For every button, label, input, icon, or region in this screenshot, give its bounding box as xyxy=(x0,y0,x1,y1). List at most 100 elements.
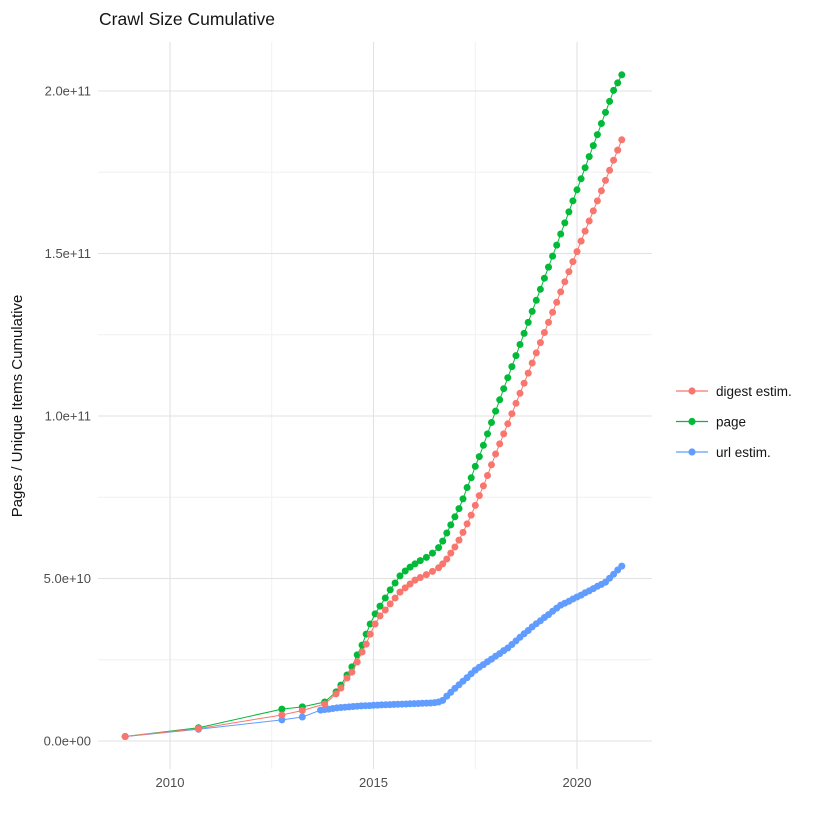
data-point xyxy=(614,79,622,87)
data-point xyxy=(467,474,475,482)
data-point xyxy=(597,187,605,195)
data-point xyxy=(589,207,597,215)
data-point xyxy=(569,258,577,266)
data-point xyxy=(429,567,436,575)
data-point xyxy=(411,560,419,568)
data-point xyxy=(278,705,286,713)
data-point xyxy=(520,329,528,337)
y-axis-tick-labels: 0.0e+00 5.0e+10 1.0e+11 1.5e+11 2.0e+11 xyxy=(44,84,91,749)
data-point xyxy=(569,197,577,205)
legend-entry-digest-estim-: digest estim. xyxy=(676,384,792,399)
data-point xyxy=(439,560,447,568)
data-series xyxy=(121,71,626,740)
data-point xyxy=(532,296,540,304)
data-point xyxy=(401,567,409,575)
data-point xyxy=(353,658,361,666)
data-point xyxy=(488,461,495,469)
data-point xyxy=(610,156,618,164)
data-point xyxy=(577,237,585,245)
legend-key-point xyxy=(688,448,696,456)
data-point xyxy=(343,674,351,682)
data-point xyxy=(332,690,340,698)
data-point xyxy=(376,602,384,610)
data-point xyxy=(573,248,581,256)
data-point xyxy=(416,557,424,565)
data-point xyxy=(406,580,414,588)
data-point xyxy=(614,146,622,154)
data-point xyxy=(545,318,552,326)
series-url-estim- xyxy=(121,562,626,740)
data-point xyxy=(381,594,389,602)
data-point xyxy=(391,594,399,602)
data-point xyxy=(606,97,614,105)
data-point xyxy=(581,227,589,235)
data-point xyxy=(618,136,626,144)
data-point xyxy=(532,349,540,357)
legend-label: url estim. xyxy=(716,445,771,460)
data-point xyxy=(401,584,409,592)
data-point xyxy=(358,648,366,656)
data-point xyxy=(528,359,536,367)
data-point xyxy=(585,153,593,161)
chart-title: Crawl Size Cumulative xyxy=(99,9,275,29)
data-point xyxy=(581,164,589,172)
data-point xyxy=(528,307,536,315)
data-point xyxy=(443,529,451,537)
data-point xyxy=(593,197,601,205)
data-point xyxy=(371,620,379,628)
legend-key-point xyxy=(688,387,696,395)
data-point xyxy=(422,553,430,561)
data-point xyxy=(520,379,528,387)
data-point xyxy=(471,462,479,470)
data-point xyxy=(500,430,508,438)
data-point xyxy=(524,318,532,326)
data-point xyxy=(459,495,467,503)
data-point xyxy=(447,549,455,557)
x-tick-label: 2015 xyxy=(359,775,388,790)
data-point xyxy=(386,586,394,594)
data-point xyxy=(376,612,384,620)
data-point xyxy=(411,576,419,584)
legend-entry-url-estim-: url estim. xyxy=(676,445,771,460)
data-point xyxy=(512,399,520,407)
x-tick-label: 2020 xyxy=(563,775,592,790)
data-point xyxy=(488,419,495,426)
data-point xyxy=(585,217,593,225)
data-point xyxy=(471,501,479,509)
data-point xyxy=(416,574,424,581)
data-point xyxy=(298,713,306,721)
data-point xyxy=(618,562,626,570)
data-point xyxy=(479,482,487,490)
data-point xyxy=(451,513,459,521)
data-point xyxy=(553,298,561,306)
x-axis-tick-labels: 2010 2015 2020 xyxy=(156,775,592,790)
data-point xyxy=(516,389,524,397)
y-tick-label: 1.5e+11 xyxy=(45,246,91,261)
data-point xyxy=(492,407,500,415)
y-tick-label: 5.0e+10 xyxy=(44,571,91,586)
data-point xyxy=(557,230,565,238)
data-point xyxy=(504,420,512,428)
data-point xyxy=(508,410,516,418)
data-point xyxy=(467,511,475,519)
data-point xyxy=(540,329,548,336)
data-point xyxy=(386,600,394,608)
data-point xyxy=(500,385,508,393)
data-point xyxy=(561,219,569,227)
data-point xyxy=(439,537,447,545)
data-point xyxy=(561,278,569,286)
data-point xyxy=(516,341,524,348)
data-point xyxy=(455,536,463,544)
data-point xyxy=(606,166,614,174)
data-point xyxy=(553,241,561,249)
data-point xyxy=(422,571,430,579)
data-point xyxy=(366,630,374,638)
data-point xyxy=(557,288,565,296)
data-point xyxy=(549,252,557,260)
data-point xyxy=(381,606,389,614)
data-point xyxy=(597,120,605,127)
data-point xyxy=(512,352,520,360)
data-point xyxy=(540,274,548,282)
data-point xyxy=(396,588,404,596)
